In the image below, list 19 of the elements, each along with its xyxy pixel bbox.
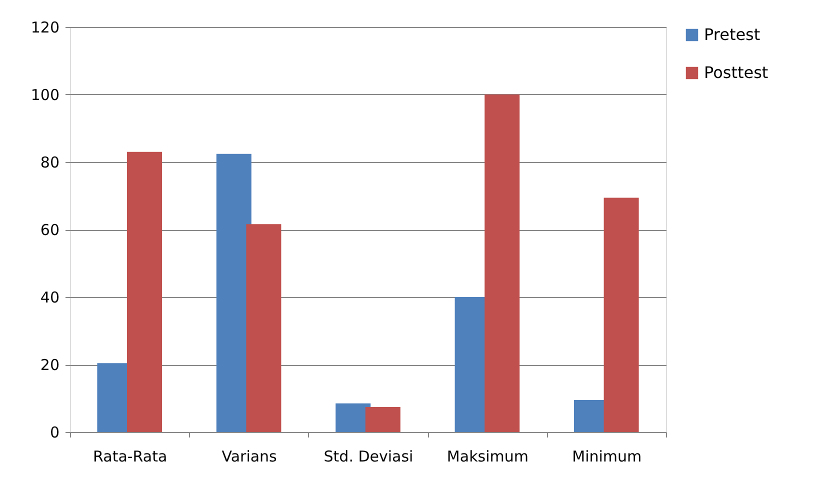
bar <box>365 407 400 432</box>
x-tick-label: Maksimum <box>446 448 528 466</box>
bar <box>604 198 639 432</box>
bar <box>246 224 282 432</box>
y-tick-label: 60 <box>40 221 60 239</box>
legend-label: Posttest <box>704 63 768 82</box>
y-tick-label: 120 <box>30 18 60 36</box>
x-tick-label: Rata-Rata <box>93 448 168 466</box>
x-tick-label: Varians <box>222 448 278 466</box>
y-tick-label: 100 <box>30 86 60 104</box>
bar <box>127 152 162 432</box>
y-tick-label: 0 <box>50 424 60 442</box>
x-tick-label: Minimum <box>572 448 642 466</box>
x-tick-label: Std. Deviasi <box>324 448 414 466</box>
legend-label: Pretest <box>704 25 760 44</box>
y-tick-label: 20 <box>40 356 60 374</box>
y-tick-label: 80 <box>40 154 60 172</box>
y-tick-label: 40 <box>40 288 60 306</box>
bar <box>484 94 520 432</box>
